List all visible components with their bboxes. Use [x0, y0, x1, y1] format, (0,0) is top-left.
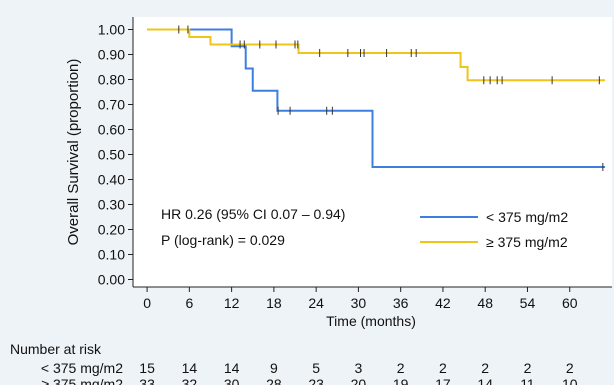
y-tick-label: 0.40 — [98, 172, 125, 188]
series-layer — [147, 25, 605, 171]
series-line-0 — [147, 28, 605, 168]
x-tick-label: 48 — [477, 295, 493, 311]
series-line-1 — [147, 28, 605, 82]
risk-count: 2 — [439, 360, 447, 376]
risk-count: 19 — [393, 376, 409, 385]
risk-count: 20 — [351, 376, 367, 385]
risk-count: 14 — [182, 360, 198, 376]
x-tick-label: 60 — [562, 295, 578, 311]
risk-count: 14 — [477, 376, 493, 385]
y-tick-label: 0.30 — [98, 197, 125, 213]
risk-count: 15 — [139, 360, 155, 376]
legend-label-1: ≥ 375 mg/m2 — [486, 234, 568, 250]
y-tick-label: 0.20 — [98, 222, 125, 238]
risk-row-label: ≥ 375 mg/m2 — [41, 376, 123, 385]
hr-annotation: HR 0.26 (95% CI 0.07 – 0.94) — [161, 206, 345, 222]
risk-count: 32 — [182, 376, 198, 385]
risk-count: 30 — [224, 376, 240, 385]
risk-count: 5 — [312, 360, 320, 376]
x-tick-label: 42 — [435, 295, 451, 311]
y-tick-label: 0.60 — [98, 122, 125, 138]
x-tick-label: 18 — [266, 295, 282, 311]
risk-count: 2 — [524, 360, 532, 376]
y-axis: 0.00 0.10 0.20 0.30 0.40 0.50 0.60 0.70 0.80 0.90… — [98, 17, 134, 288]
risk-count: 28 — [266, 376, 282, 385]
risk-row-label: < 375 mg/m2 — [41, 360, 123, 376]
risk-count: 2 — [566, 360, 574, 376]
y-tick-label: 0.80 — [98, 72, 125, 88]
risk-count: 3 — [355, 360, 363, 376]
risk-count: 23 — [308, 376, 324, 385]
legend: < 375 mg/m2 ≥ 375 mg/m2 — [408, 203, 609, 259]
x-tick-label: 12 — [224, 295, 240, 311]
x-axis-label: Time (months) — [326, 313, 416, 329]
y-tick-label: 0.70 — [98, 97, 125, 113]
x-tick-label: 54 — [520, 295, 536, 311]
y-tick-label: 0.10 — [98, 247, 125, 263]
risk-count: 10 — [562, 376, 578, 385]
x-tick-label: 30 — [351, 295, 367, 311]
legend-label-0: < 375 mg/m2 — [486, 209, 568, 225]
risk-count: 17 — [435, 376, 451, 385]
risk-count: 14 — [224, 360, 240, 376]
x-tick-label: 0 — [143, 295, 151, 311]
risk-count: 2 — [481, 360, 489, 376]
y-tick-label: 0.90 — [98, 47, 125, 63]
x-tick-label: 36 — [393, 295, 409, 311]
x-tick-label: 6 — [185, 295, 193, 311]
y-tick-label: 0.50 — [98, 147, 125, 163]
risk-count: 2 — [397, 360, 405, 376]
y-tick-label: 1.00 — [98, 22, 125, 38]
x-axis: 0 6 12 18 24 30 36 42 48 54 60 — [133, 286, 612, 311]
x-tick-label: 24 — [308, 295, 324, 311]
risk-count: 11 — [520, 376, 535, 385]
y-axis-label: Overall Survival (proportion) — [65, 59, 82, 246]
y-tick-label: 0.00 — [98, 272, 125, 288]
risk-table: < 375 mg/m2 15 14 14 9 5 3 2 2 2 2 2≥ 375 mg/m2 33 32… — [41, 360, 578, 385]
p-value-annotation: P (log-rank) = 0.029 — [161, 232, 285, 248]
legend-box — [408, 203, 609, 259]
risk-count: 9 — [270, 360, 278, 376]
risk-table-title: Number at risk — [10, 341, 102, 357]
risk-count: 33 — [139, 376, 155, 385]
